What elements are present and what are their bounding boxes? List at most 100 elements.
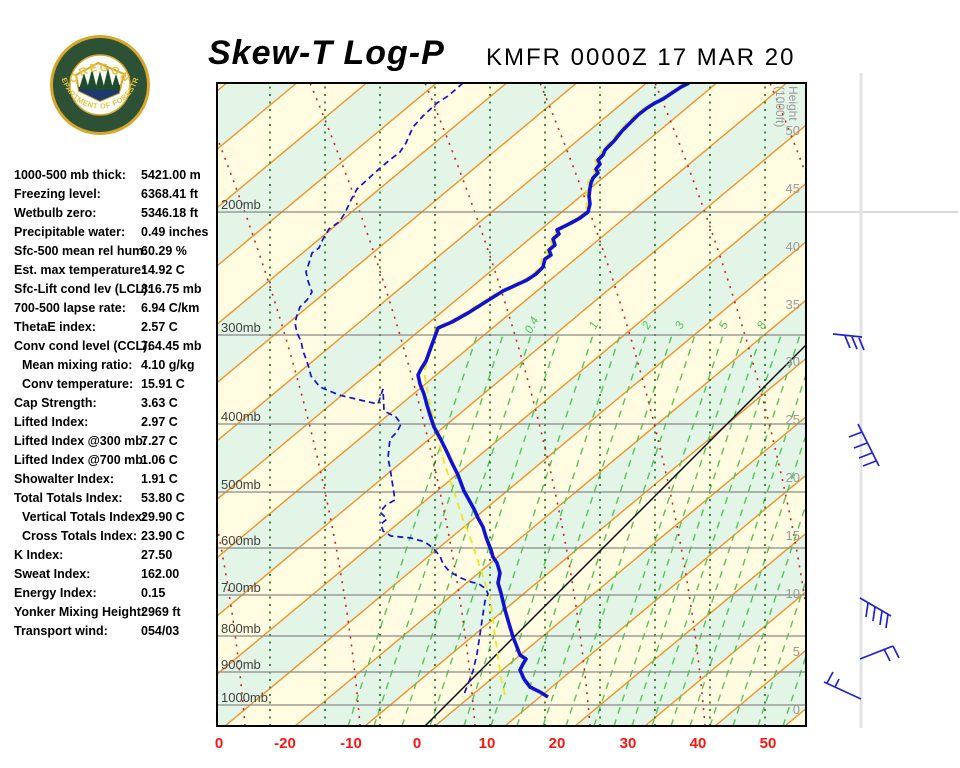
- index-label: K Index:: [14, 548, 64, 562]
- logo-tree-icon: [79, 73, 89, 89]
- index-value: 60.29 %: [141, 244, 187, 258]
- index-value: 7.27 C: [141, 434, 178, 448]
- svg-text:0: 0: [215, 735, 223, 752]
- svg-text:15: 15: [786, 528, 800, 543]
- index-row: Lifted Index @700 mb: 1.06 C: [0, 451, 210, 470]
- svg-text:25: 25: [786, 412, 800, 427]
- svg-text:400mb: 400mb: [221, 409, 261, 424]
- svg-text:300mb: 300mb: [221, 320, 261, 335]
- index-row: Conv cond level (CCL): 764.45 mb: [0, 337, 210, 356]
- index-label: Showalter Index:: [14, 472, 115, 486]
- index-row: Precipitable water: 0.49 inches: [0, 223, 210, 242]
- index-value: 5346.18 ft: [141, 206, 198, 220]
- index-label: Yonker Mixing Height:: [14, 605, 146, 619]
- index-value: 764.45 mb: [141, 339, 202, 353]
- index-row: Cross Totals Index: 23.90 C: [0, 527, 210, 546]
- index-row: 1000-500 mb thick: 5421.00 m: [0, 166, 210, 185]
- index-label: Cross Totals Index:: [22, 529, 138, 543]
- index-value: 29.90 C: [141, 510, 185, 524]
- index-value: 1.06 C: [141, 453, 178, 467]
- svg-text:45: 45: [786, 181, 800, 196]
- index-row: Energy Index: 0.15: [0, 584, 210, 603]
- logo-tree-icon: [87, 69, 97, 89]
- index-label: Sfc-Lift cond lev (LCL):: [14, 282, 152, 296]
- index-value: 2.57 C: [141, 320, 178, 334]
- index-value: 6.94 C/km: [141, 301, 200, 315]
- index-value: 054/03: [141, 624, 180, 638]
- svg-text:10: 10: [479, 735, 496, 752]
- index-label: Precipitable water:: [14, 225, 126, 239]
- index-row: Yonker Mixing Height: 2969 ft: [0, 603, 210, 622]
- svg-text:200mb: 200mb: [221, 197, 261, 212]
- index-label: 1000-500 mb thick:: [14, 168, 126, 182]
- svg-text:800mb: 800mb: [221, 621, 261, 636]
- index-value: 162.00: [141, 567, 180, 581]
- index-label: Vertical Totals Index:: [22, 510, 147, 524]
- page-title: Skew-T Log-P: [208, 34, 445, 72]
- index-label: Lifted Index @300 mb:: [14, 434, 148, 448]
- index-label: Sweat Index:: [14, 567, 91, 581]
- index-row: Showalter Index: 1.91 C: [0, 470, 210, 489]
- index-label: Est. max temperature:: [14, 263, 146, 277]
- index-label: Energy Index:: [14, 586, 97, 600]
- index-row: 700-500 lapse rate: 6.94 C/km: [0, 299, 210, 318]
- svg-text:0: 0: [413, 735, 421, 752]
- svg-text:600mb: 600mb: [221, 533, 261, 548]
- index-row: Sweat Index: 162.00: [0, 565, 210, 584]
- temperature-trace: [416, 83, 690, 699]
- index-value: 5421.00 m: [141, 168, 201, 182]
- indices-panel: 1000-500 mb thick: 5421.00 m Freezing leve…: [0, 166, 210, 641]
- index-value: 14.92 C: [141, 263, 185, 277]
- wind-barbs: [823, 333, 900, 700]
- svg-text:-10: -10: [340, 735, 362, 752]
- svg-text:900mb: 900mb: [221, 657, 261, 672]
- index-value: 27.50: [141, 548, 173, 562]
- svg-text:20: 20: [549, 735, 566, 752]
- svg-text:700mb: 700mb: [221, 580, 261, 595]
- index-row: K Index: 27.50: [0, 546, 210, 565]
- chart-plot-area: 0.4 1 2 3 5 8: [217, 83, 806, 726]
- index-value: 4.10 g/kg: [141, 358, 195, 372]
- index-value: 2969 ft: [141, 605, 181, 619]
- index-value: 23.90 C: [141, 529, 185, 543]
- index-row: Lifted Index @300 mb: 7.27 C: [0, 432, 210, 451]
- index-row: ThetaE index: 2.57 C: [0, 318, 210, 337]
- index-row: Conv temperature: 15.91 C: [0, 375, 210, 394]
- index-value: 0.49 inches: [141, 225, 209, 239]
- index-row: Vertical Totals Index: 29.90 C: [0, 508, 210, 527]
- index-label: Conv temperature:: [22, 377, 134, 391]
- index-label: Lifted Index:: [14, 415, 89, 429]
- index-row: Cap Strength: 3.63 C: [0, 394, 210, 413]
- index-row: Transport wind: 054/03: [0, 622, 210, 641]
- index-label: ThetaE index:: [14, 320, 96, 334]
- svg-text:Height: Height: [786, 86, 800, 121]
- mixing-ratio-lines: [347, 335, 806, 726]
- isobar-lines: [217, 211, 806, 706]
- index-label: Cap Strength:: [14, 396, 97, 410]
- odf-logo: OREGON DEPARTMENT OF FORESTRY: [48, 33, 150, 135]
- logo-tree-icon: [111, 74, 121, 90]
- index-label: Conv cond level (CCL):: [14, 339, 152, 353]
- wind-barb-icon: [859, 597, 892, 629]
- svg-text:50: 50: [786, 123, 800, 138]
- index-label: 700-500 lapse rate:: [14, 301, 126, 315]
- wind-barb-icon: [859, 645, 900, 662]
- chart-border: [216, 82, 807, 727]
- index-row: Est. max temperature: 14.92 C: [0, 261, 210, 280]
- index-row: Total Totals Index: 53.80 C: [0, 489, 210, 508]
- svg-text:500mb: 500mb: [221, 477, 261, 492]
- index-value: 816.75 mb: [141, 282, 202, 296]
- station-datetime-label: KMFR 0000Z 17 MAR 20: [486, 44, 796, 71]
- index-value: 2.97 C: [141, 415, 178, 429]
- svg-text:30: 30: [786, 354, 800, 369]
- svg-text:30: 30: [620, 735, 637, 752]
- index-row: Sfc-500 mean rel hum: 60.29 %: [0, 242, 210, 261]
- svg-text:0: 0: [793, 702, 800, 717]
- index-row: Freezing level: 6368.41 ft: [0, 185, 210, 204]
- temperature-axis: 0 -20 -10 0 10 20 30 40 50: [215, 735, 777, 752]
- index-row: Wetbulb zero: 5346.18 ft: [0, 204, 210, 223]
- logo-tree-icon: [103, 68, 113, 89]
- index-label: Lifted Index @700 mb:: [14, 453, 148, 467]
